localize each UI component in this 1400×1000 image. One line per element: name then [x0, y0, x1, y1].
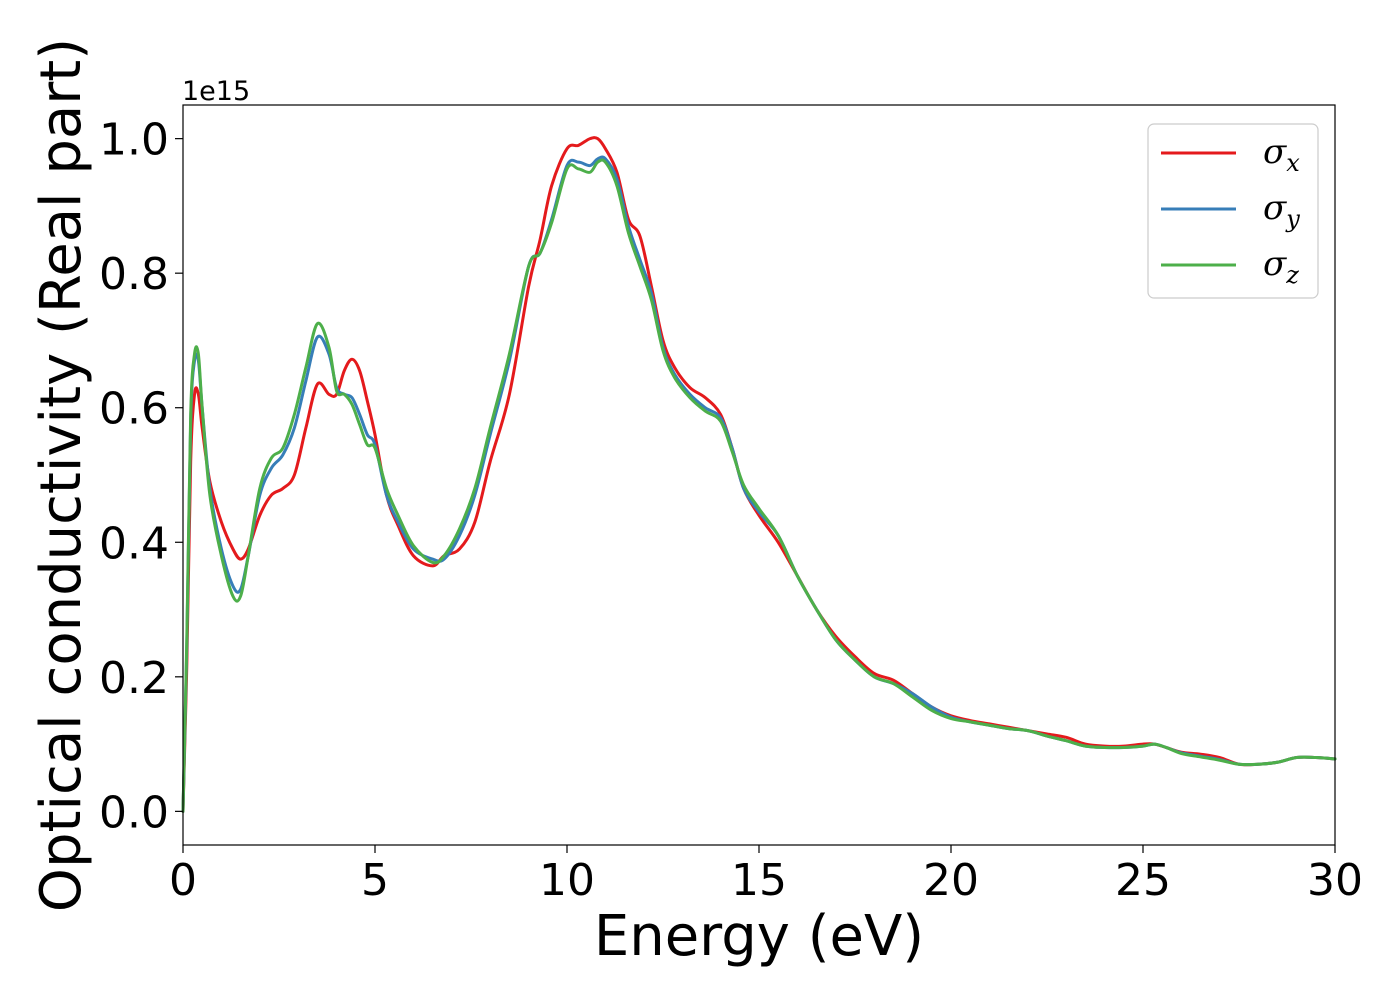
y-tick-label: 0.4: [99, 518, 169, 569]
legend-label-x: σx: [1263, 132, 1300, 177]
legend: σx σy σz: [1147, 123, 1319, 299]
plot-lines: [181, 136, 1337, 813]
y-tick-label: 0.8: [99, 249, 169, 300]
x-axis-title: Energy (eV): [594, 904, 924, 969]
legend-box: [1147, 123, 1319, 299]
x-tick-label: 15: [731, 855, 787, 906]
y-tick-label: 0.0: [99, 787, 169, 838]
x-tick-label: 30: [1307, 855, 1363, 906]
x-tick-label: 0: [169, 855, 197, 906]
y-tick-label: 0.6: [99, 384, 169, 435]
x-tick-label: 25: [1115, 855, 1171, 906]
y-axis-ticks: 0.0 0.2 0.4 0.6 0.8 1.0: [99, 115, 183, 838]
legend-label-z: σz: [1263, 244, 1299, 289]
x-axis-ticks: 0 5 10 15 20 25 30: [169, 845, 1363, 906]
series-line-z: [181, 158, 1337, 813]
x-tick-label: 10: [539, 855, 595, 906]
y-tick-label: 1.0: [99, 115, 169, 166]
y-axis-title: Optical conductivity (Real part): [29, 38, 94, 912]
x-tick-label: 20: [923, 855, 979, 906]
series-line-x: [181, 136, 1337, 813]
y-tick-label: 0.2: [99, 653, 169, 704]
x-tick-label: 5: [361, 855, 389, 906]
y-axis-offset-text: 1e15: [182, 76, 250, 107]
legend-label-y: σy: [1263, 188, 1300, 233]
